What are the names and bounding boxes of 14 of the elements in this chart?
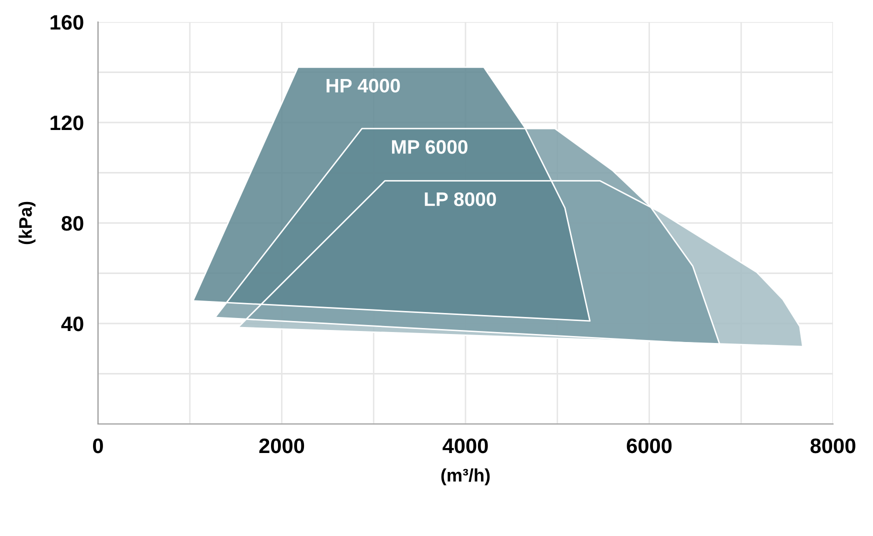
x-tick-label: 8000 bbox=[810, 438, 856, 454]
y-axis-title: (kPa) bbox=[18, 202, 36, 244]
y-tick-label: 120 bbox=[50, 116, 84, 130]
y-tick-label: 80 bbox=[62, 216, 84, 231]
y-tick-label: 40 bbox=[61, 316, 84, 332]
x-axis-title: (m³/h) bbox=[441, 468, 490, 486]
series-label: LP 8000 bbox=[424, 192, 496, 206]
x-tick-label: 0 bbox=[93, 438, 103, 454]
y-tick-label: 160 bbox=[50, 15, 84, 30]
series-label: MP 6000 bbox=[392, 140, 468, 154]
x-tick-label: 6000 bbox=[626, 438, 672, 454]
x-tick-label: 4000 bbox=[442, 438, 488, 454]
series-label: HP 4000 bbox=[326, 78, 400, 93]
x-tick-label: 2000 bbox=[259, 438, 304, 454]
